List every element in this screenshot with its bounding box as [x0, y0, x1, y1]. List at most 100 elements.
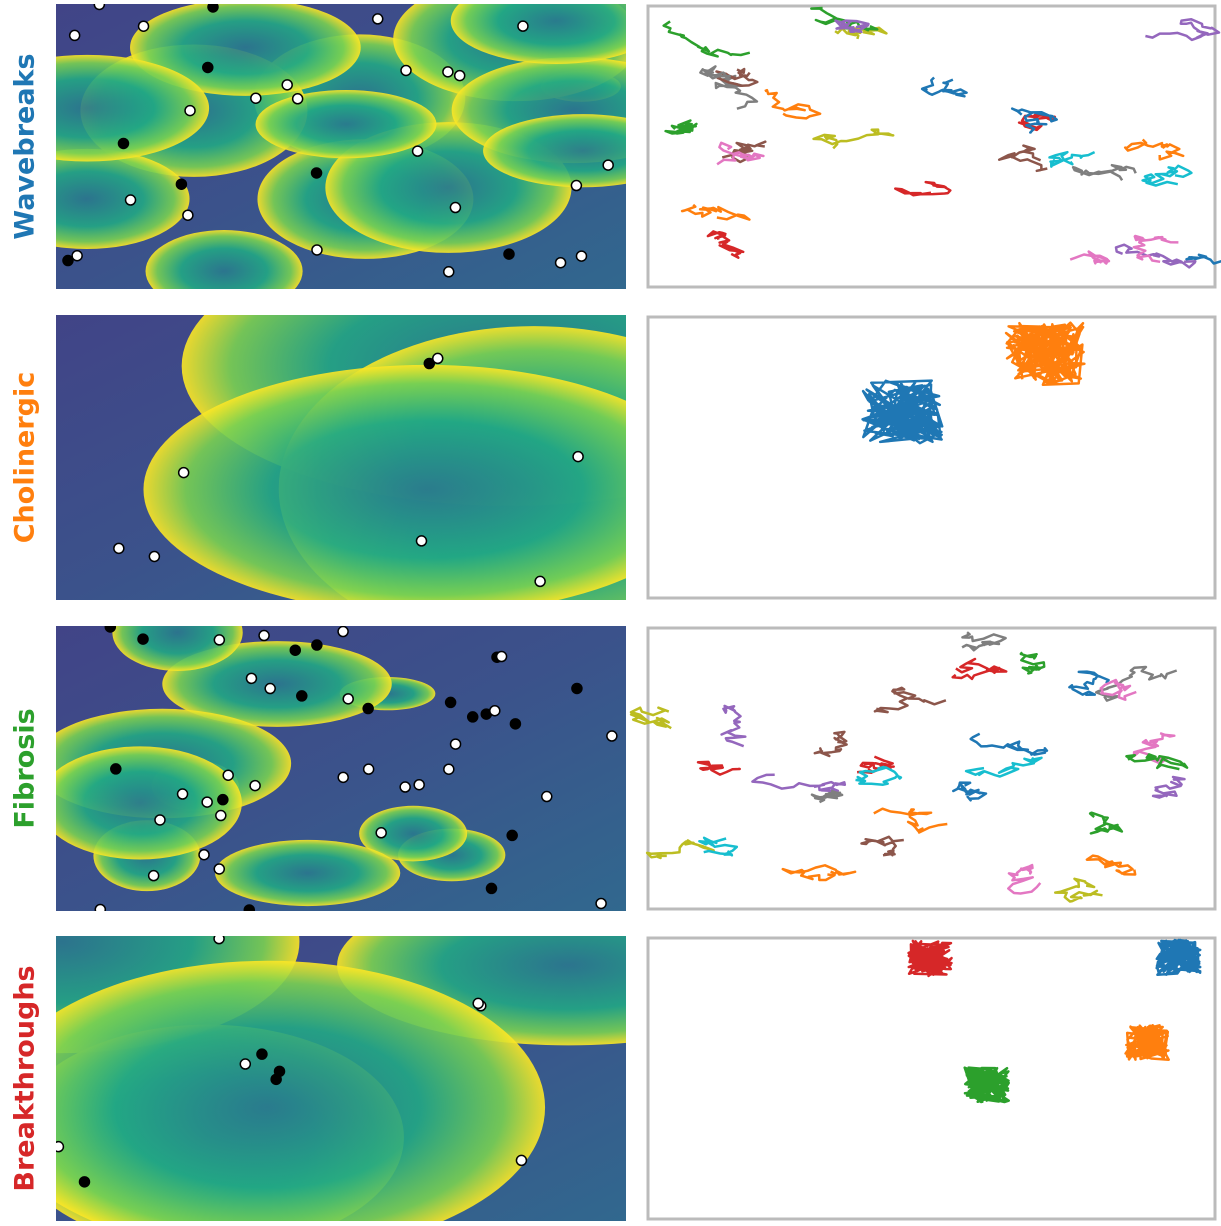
phase-singularity — [446, 697, 456, 707]
phase-singularity — [202, 797, 212, 807]
phase-singularity — [486, 883, 496, 893]
heatmap — [0, 0, 696, 312]
phase-singularity — [413, 146, 423, 156]
phase-singularity — [364, 764, 374, 774]
phase-singularity — [218, 795, 228, 805]
trajectory-panel — [631, 628, 1215, 909]
trajectory — [1126, 1025, 1169, 1060]
phase-singularity — [312, 168, 322, 178]
phase-singularity — [510, 719, 520, 729]
phase-singularity — [338, 627, 348, 637]
phase-singularity — [118, 138, 128, 148]
heatmap — [34, 594, 626, 915]
phase-singularity — [149, 871, 159, 881]
phase-singularity — [297, 691, 307, 701]
phase-singularity — [111, 764, 121, 774]
trajectory — [863, 381, 943, 444]
phase-singularity — [535, 576, 545, 586]
phase-singularity — [176, 179, 186, 189]
wave-blob — [146, 230, 303, 312]
phase-singularity — [312, 640, 322, 650]
phase-singularity — [400, 782, 410, 792]
phase-singularity — [53, 1142, 63, 1152]
row-label: Breakthroughs — [10, 965, 41, 1191]
phase-singularity — [444, 764, 454, 774]
figure: Wavebreaks Cholinergic Fibrosis Breakthroug… — [0, 0, 1221, 1226]
heatmap-panel — [34, 594, 626, 915]
phase-singularity — [473, 998, 483, 1008]
phase-singularity — [571, 181, 581, 191]
phase-singularity — [126, 195, 136, 205]
phase-singularity — [518, 21, 528, 31]
phase-singularity — [450, 203, 460, 213]
phase-singularity — [507, 830, 517, 840]
phase-singularity — [105, 622, 115, 632]
heatmap-panel — [0, 0, 696, 312]
phase-singularity — [257, 1049, 267, 1059]
phase-singularity — [203, 62, 213, 72]
phase-singularity — [516, 1155, 526, 1165]
row-label: Fibrosis — [10, 708, 41, 828]
phase-singularity — [208, 2, 218, 12]
phase-singularity — [363, 704, 373, 714]
trajectory-panel — [648, 317, 1215, 598]
wave-blob — [112, 594, 242, 671]
trajectory — [965, 1068, 1009, 1102]
phase-singularity — [444, 267, 454, 277]
phase-singularity — [275, 1066, 285, 1076]
phase-singularity — [246, 673, 256, 683]
phase-singularity — [468, 712, 478, 722]
phase-singularity — [504, 249, 514, 259]
trajectory-frame — [648, 317, 1215, 598]
phase-singularity — [63, 256, 73, 266]
phase-singularity — [216, 811, 226, 821]
phase-singularity — [312, 245, 322, 255]
phase-singularity — [183, 210, 193, 220]
phase-singularity — [451, 739, 461, 749]
phase-singularity — [596, 898, 606, 908]
phase-singularity — [214, 864, 224, 874]
phase-singularity — [542, 792, 552, 802]
trajectory-frame — [648, 938, 1215, 1219]
phase-singularity — [573, 452, 583, 462]
phase-singularity — [70, 30, 80, 40]
wave-blob — [215, 840, 400, 906]
phase-singularity — [376, 828, 386, 838]
phase-singularity — [214, 635, 224, 645]
phase-singularity — [240, 1059, 250, 1069]
wave-blob — [256, 90, 437, 158]
phase-singularity — [72, 251, 82, 261]
phase-singularity — [185, 106, 195, 116]
phase-singularity — [401, 65, 411, 75]
trajectory-panel — [648, 938, 1215, 1219]
phase-singularity — [259, 631, 269, 641]
phase-singularity — [250, 781, 260, 791]
phase-singularity — [373, 14, 383, 24]
phase-singularity — [290, 645, 300, 655]
phase-singularity — [293, 94, 303, 104]
phase-singularity — [433, 353, 443, 363]
phase-singularity — [149, 551, 159, 561]
phase-singularity — [414, 780, 424, 790]
phase-singularity — [114, 543, 124, 553]
phase-singularity — [95, 905, 105, 915]
row-label: Wavebreaks — [10, 53, 41, 239]
phase-singularity — [79, 1177, 89, 1187]
row-label: Cholinergic — [10, 372, 41, 544]
phase-singularity — [343, 694, 353, 704]
phase-singularity — [497, 652, 507, 662]
phase-singularity — [223, 770, 233, 780]
trajectory-panel — [648, 6, 1221, 287]
phase-singularity — [138, 634, 148, 644]
phase-singularity — [179, 468, 189, 478]
phase-singularity — [139, 21, 149, 31]
phase-singularity — [282, 80, 292, 90]
phase-singularity — [603, 160, 613, 170]
phase-singularity — [244, 905, 254, 915]
phase-singularity — [607, 731, 617, 741]
phase-singularity — [155, 815, 165, 825]
phase-singularity — [490, 706, 500, 716]
phase-singularity — [199, 850, 209, 860]
trajectory — [1157, 940, 1201, 975]
phase-singularity — [94, 0, 104, 9]
